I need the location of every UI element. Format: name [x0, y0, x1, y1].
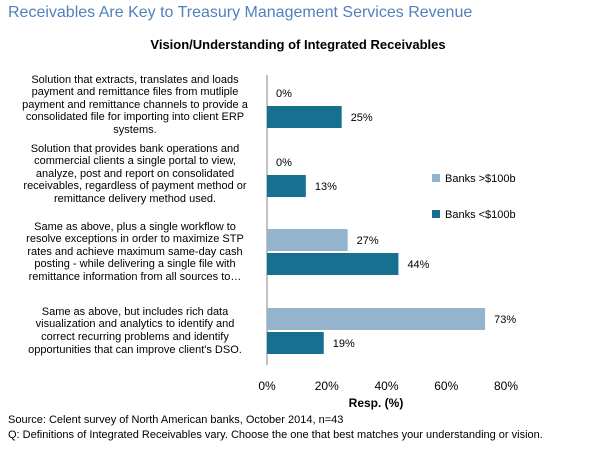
bar-small-banks-4: [267, 332, 324, 354]
bar-small-banks-3: [267, 253, 399, 275]
x-tick-label: 80%: [494, 379, 518, 393]
category-label-line: remittance delivery method used.: [53, 192, 217, 205]
category-label-line: systems.: [113, 123, 157, 136]
data-label-small-banks-1: 25%: [351, 112, 373, 124]
legend-swatch-small-banks: [432, 210, 440, 218]
legend-item-large-banks: Banks >$100b: [432, 173, 516, 185]
x-tick-label: 0%: [258, 379, 276, 393]
category-label-line: visualization and analytics to identify …: [35, 318, 235, 331]
data-label-small-banks-3: 44%: [407, 259, 429, 271]
category-label-line: rates and achieve maximum same-day cash: [27, 245, 243, 258]
category-label-line: posting - while delivering a single file…: [34, 258, 236, 271]
category-label-4: Same as above, but includes rich data vis…: [8, 306, 262, 356]
x-tick-label: 20%: [315, 379, 339, 393]
category-label-3: Same as above, plus a single workflow to…: [8, 221, 262, 284]
bar-small-banks-2: [267, 175, 306, 197]
data-label-large-banks-2: 0%: [276, 157, 292, 169]
legend-label-large-banks: Banks >$100b: [445, 173, 516, 185]
bar-small-banks-1: [267, 106, 342, 128]
category-label-2: Solution that provides bank operations a…: [8, 143, 262, 206]
page-title: Receivables Are Key to Treasury Manageme…: [8, 4, 473, 21]
legend-item-small-banks: Banks <$100b: [432, 209, 516, 221]
category-label-1: Solution that extracts, translates and l…: [8, 74, 262, 137]
category-label-line: commercial clients a single portal to vi…: [34, 155, 236, 168]
category-label-line: analyze, post and report on consolidated: [35, 167, 235, 180]
x-tick-label: 60%: [434, 379, 458, 393]
bar-large-banks-4: [267, 308, 486, 330]
chart-title: Vision/Understanding of Integrated Recei…: [150, 37, 446, 52]
question-note: Q: Definitions of Integrated Receivables…: [8, 429, 543, 441]
category-label-line: Solution that extracts, translates and l…: [31, 73, 239, 86]
legend-label-small-banks: Banks <$100b: [445, 209, 516, 221]
data-label-large-banks-4: 73%: [494, 314, 516, 326]
category-label-line: payment and remittance files from mutlip…: [31, 86, 239, 99]
x-tick-label: 40%: [374, 379, 398, 393]
category-label-line: receivables, regardless of payment metho…: [23, 180, 247, 193]
category-label-line: consolidated file for importing into cli…: [25, 111, 245, 124]
data-label-small-banks-4: 19%: [333, 338, 355, 350]
category-label-line: resolve exceptions in order to maximize …: [26, 233, 244, 246]
legend-swatch-large-banks: [432, 174, 440, 182]
x-axis-title: Resp. (%): [349, 396, 404, 410]
category-label-line: opportunities that can improve client's …: [28, 343, 242, 356]
source-note: Source: Celent survey of North American …: [8, 414, 344, 426]
category-label-line: payment and remittance channels to provi…: [22, 98, 248, 111]
category-label-line: Same as above, but includes rich data: [41, 305, 229, 318]
data-label-large-banks-3: 27%: [357, 235, 379, 247]
category-label-line: Solution that provides bank operations a…: [30, 142, 240, 155]
bar-large-banks-3: [267, 229, 348, 251]
category-label-line: correct recurring problems and identify: [41, 330, 229, 343]
category-label-line: Same as above, plus a single workflow to: [34, 220, 236, 233]
category-label-line: remittance information from all sources …: [28, 270, 242, 283]
data-label-large-banks-1: 0%: [276, 88, 292, 100]
data-label-small-banks-2: 13%: [315, 181, 337, 193]
